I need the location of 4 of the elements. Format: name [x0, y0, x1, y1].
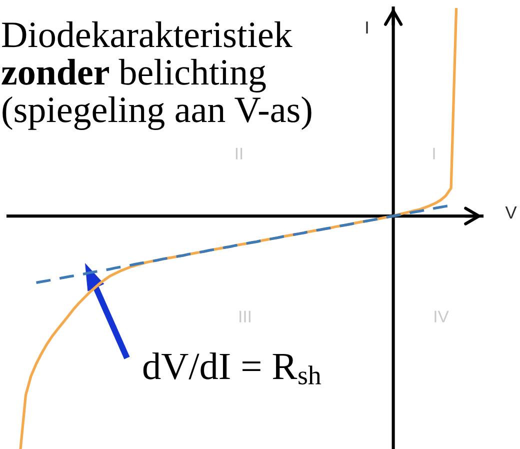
x-axis-title: V [505, 206, 517, 218]
y-axis-title: I [366, 22, 368, 34]
annotation: dV/dI = R$_{sh}$ [143, 352, 321, 384]
text: Diodekarakteristiek zonder belichting (spiegeling aan V-as) [2, 21, 312, 130]
